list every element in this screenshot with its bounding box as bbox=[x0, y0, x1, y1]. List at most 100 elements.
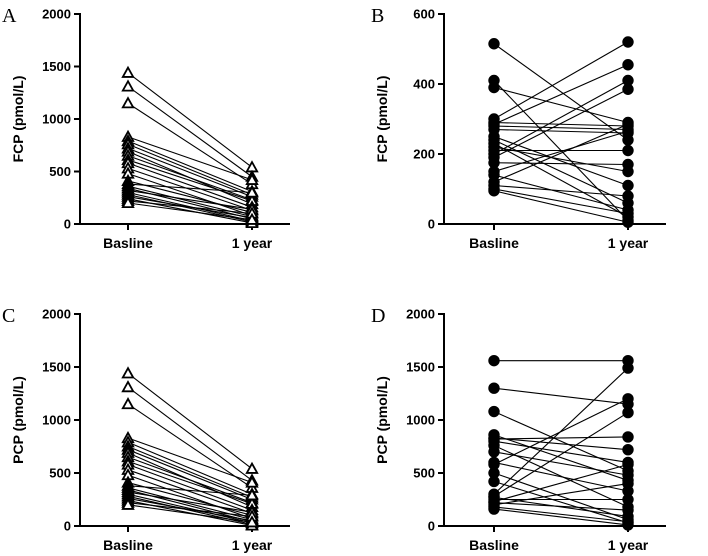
pair-lines bbox=[127, 372, 253, 527]
pair-line bbox=[493, 86, 629, 124]
one-year-point bbox=[622, 443, 634, 456]
pair-line bbox=[493, 367, 629, 495]
baseline-point bbox=[121, 380, 135, 393]
pair-line bbox=[127, 159, 253, 202]
pair-line bbox=[127, 441, 253, 495]
x-category-label: Basline bbox=[103, 537, 153, 553]
one-year-point bbox=[622, 458, 634, 471]
panel-b: B FCP (pmol/L) 0 200 400 600 Basline 1 year bbox=[371, 5, 666, 251]
y-axis-title: FCP (pmol/L) bbox=[374, 76, 390, 163]
y-tick-label: 500 bbox=[49, 466, 71, 481]
pair-line bbox=[127, 445, 253, 498]
pair-line bbox=[493, 128, 629, 134]
pair-line bbox=[127, 460, 253, 505]
one-year-point bbox=[622, 504, 634, 516]
baseline-point bbox=[488, 503, 500, 515]
one-year-point bbox=[622, 406, 634, 419]
panel-letter: B bbox=[371, 5, 384, 27]
pair-line bbox=[127, 485, 253, 496]
baseline-point bbox=[488, 382, 500, 394]
pair-line bbox=[493, 174, 629, 211]
pair-line bbox=[127, 372, 253, 470]
pair-line bbox=[127, 437, 253, 484]
y-tick-label: 0 bbox=[428, 519, 435, 534]
x-category-label: 1 year bbox=[232, 235, 273, 251]
pair-line bbox=[493, 130, 629, 173]
markers bbox=[488, 36, 634, 228]
pair-line bbox=[127, 167, 253, 211]
pair-line bbox=[127, 155, 253, 201]
pair-line bbox=[493, 64, 629, 125]
one-year-point bbox=[622, 36, 634, 48]
pair-line bbox=[127, 143, 253, 196]
y-tick-label: 500 bbox=[49, 164, 71, 179]
pair-line bbox=[127, 189, 253, 210]
one-year-point bbox=[245, 212, 259, 225]
pair-line bbox=[493, 43, 629, 141]
pair-line bbox=[493, 463, 629, 503]
pair-line bbox=[493, 125, 629, 131]
pair-line bbox=[493, 440, 629, 463]
y-tick-label: 1000 bbox=[42, 413, 71, 428]
pair-line bbox=[127, 493, 253, 524]
baseline-point bbox=[121, 65, 135, 78]
one-year-point bbox=[622, 179, 634, 192]
pair-line bbox=[493, 139, 629, 204]
one-year-point bbox=[245, 475, 259, 488]
one-year-point bbox=[622, 59, 634, 71]
pair-lines bbox=[493, 41, 629, 223]
y-axis-title: FCP (pmol/L) bbox=[10, 76, 26, 163]
y-tick-label: 1500 bbox=[406, 360, 435, 375]
pair-line bbox=[493, 135, 629, 187]
pair-line bbox=[127, 386, 253, 481]
pair-line bbox=[127, 482, 253, 516]
pair-line bbox=[127, 456, 253, 504]
baseline-point bbox=[488, 354, 500, 367]
y-tick-label: 2000 bbox=[406, 307, 435, 322]
pair-line bbox=[493, 41, 629, 120]
baseline-point bbox=[121, 79, 135, 92]
pair-line bbox=[493, 434, 629, 481]
pair-line bbox=[127, 469, 253, 514]
pair-line bbox=[493, 412, 629, 497]
baseline-point bbox=[488, 81, 500, 94]
panel-letter: A bbox=[2, 5, 17, 27]
pair-line bbox=[127, 491, 253, 513]
markers bbox=[121, 65, 259, 229]
pair-line bbox=[493, 80, 629, 155]
baseline-point bbox=[488, 446, 500, 458]
pair-line bbox=[493, 184, 629, 197]
pair-line bbox=[493, 461, 629, 492]
baseline-point bbox=[121, 195, 135, 209]
x-category-label: 1 year bbox=[608, 235, 649, 251]
pair-line bbox=[493, 472, 629, 521]
x-category-label: Basline bbox=[469, 537, 519, 553]
one-year-point bbox=[622, 144, 634, 157]
pair-line bbox=[493, 121, 629, 127]
one-year-point bbox=[622, 493, 634, 506]
pair-line bbox=[127, 502, 253, 518]
pair-line bbox=[127, 504, 253, 523]
pair-line bbox=[127, 102, 253, 185]
one-year-point bbox=[245, 461, 259, 474]
x-category-label: 1 year bbox=[608, 537, 649, 553]
pair-line bbox=[493, 88, 629, 158]
pair-line bbox=[493, 123, 629, 183]
pair-line bbox=[493, 483, 629, 506]
pair-line bbox=[493, 188, 629, 215]
pair-line bbox=[127, 200, 253, 215]
one-year-point bbox=[622, 118, 634, 130]
one-year-point bbox=[622, 83, 634, 95]
pair-line bbox=[127, 474, 253, 520]
baseline-point bbox=[121, 497, 135, 510]
pair-line bbox=[493, 508, 629, 526]
baseline-point bbox=[121, 397, 135, 410]
one-year-point bbox=[622, 431, 634, 443]
pair-line bbox=[493, 143, 629, 218]
pair-line bbox=[493, 437, 629, 451]
pair-line bbox=[493, 411, 629, 472]
pair-line bbox=[127, 202, 253, 221]
pair-line bbox=[493, 190, 629, 223]
y-tick-label: 1500 bbox=[42, 360, 71, 375]
x-category-label: Basline bbox=[469, 235, 519, 251]
